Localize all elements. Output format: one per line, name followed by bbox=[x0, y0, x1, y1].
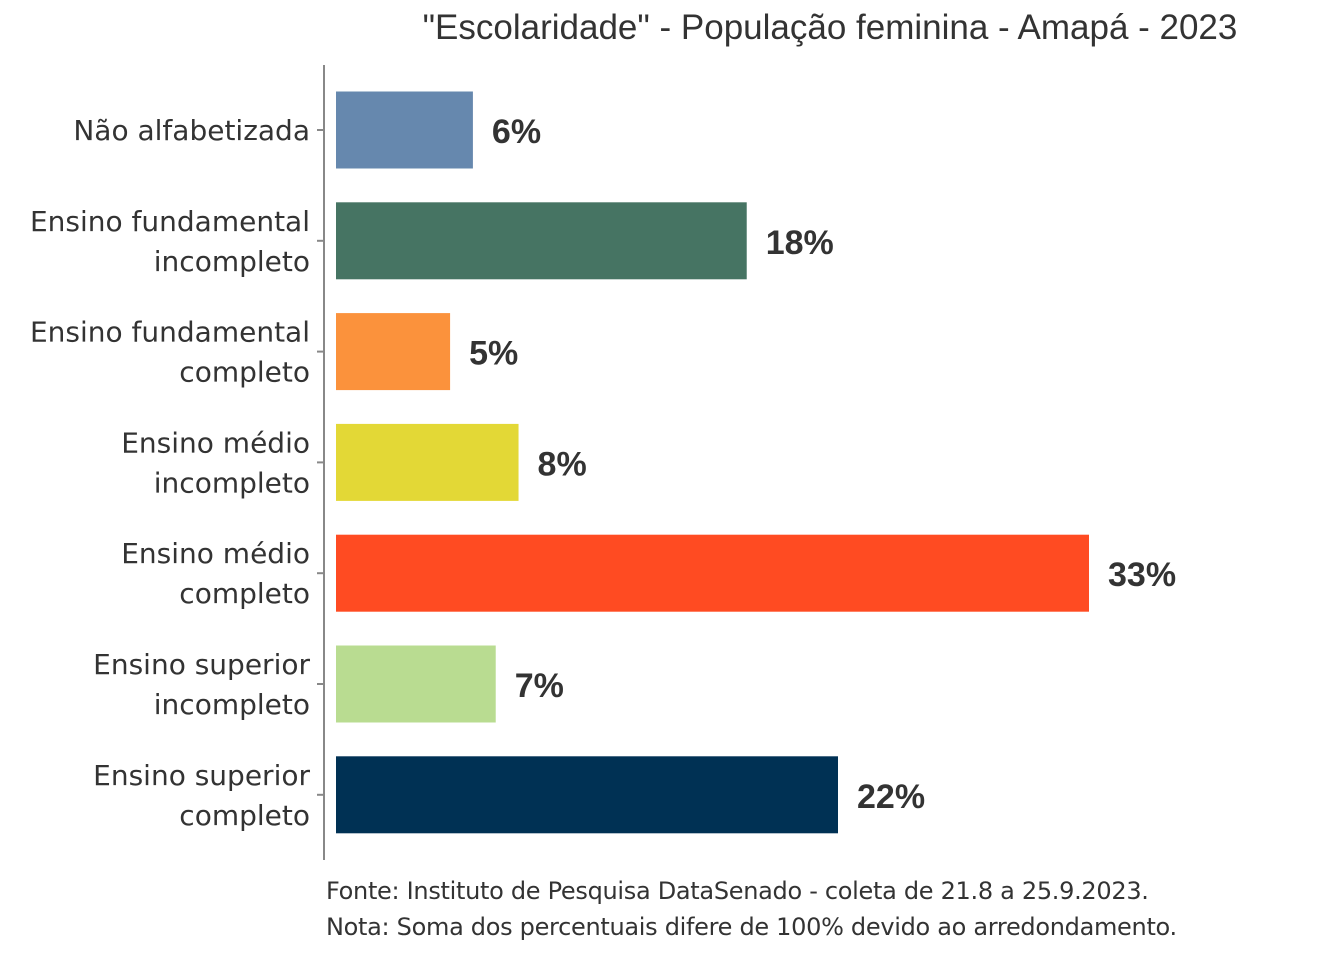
category-label: Não alfabetizada bbox=[73, 114, 310, 147]
value-label: 33% bbox=[1108, 556, 1176, 594]
bar bbox=[336, 423, 519, 501]
category-label-line: Ensino superior bbox=[93, 759, 310, 792]
value-label: 18% bbox=[766, 224, 834, 262]
chart-title: "Escolaridade" - População feminina - Am… bbox=[422, 8, 1238, 47]
category-label: Ensino superior completo bbox=[93, 759, 310, 832]
category-label-line: incompleto bbox=[154, 466, 310, 499]
category-label-line: completo bbox=[179, 577, 310, 610]
category-label-line: Ensino médio bbox=[121, 426, 310, 459]
bar bbox=[336, 202, 747, 280]
category-label-line: completo bbox=[179, 356, 310, 389]
category-label-line: Ensino fundamental bbox=[30, 316, 310, 349]
category-label: Ensino fundamental incompleto bbox=[30, 205, 310, 278]
bar bbox=[336, 91, 473, 169]
category-label-line: Ensino superior bbox=[93, 648, 310, 681]
category-label-line: incompleto bbox=[154, 245, 310, 278]
category-label-line: Ensino fundamental bbox=[30, 205, 310, 238]
value-label: 8% bbox=[538, 445, 587, 483]
category-label: Ensino médio completo bbox=[121, 537, 310, 610]
value-label: 22% bbox=[857, 778, 925, 816]
category-label-line: incompleto bbox=[154, 688, 310, 721]
value-label: 5% bbox=[469, 335, 518, 373]
bar bbox=[336, 645, 496, 723]
category-label-line: Não alfabetizada bbox=[73, 114, 310, 147]
source-note: Fonte: Instituto de Pesquisa DataSenado … bbox=[326, 877, 1149, 905]
rounding-note: Nota: Soma dos percentuais difere de 100… bbox=[326, 913, 1177, 941]
value-label: 6% bbox=[492, 113, 541, 151]
category-label-line: Ensino médio bbox=[121, 537, 310, 570]
bar bbox=[336, 313, 451, 391]
bar bbox=[336, 534, 1089, 612]
category-label-line: completo bbox=[179, 799, 310, 832]
value-label: 7% bbox=[515, 667, 564, 705]
category-label: Ensino médio incompleto bbox=[121, 426, 310, 499]
category-label: Ensino fundamental completo bbox=[30, 316, 310, 389]
bar bbox=[336, 756, 838, 834]
category-label: Ensino superior incompleto bbox=[93, 648, 310, 721]
